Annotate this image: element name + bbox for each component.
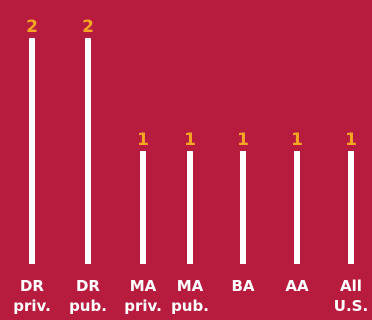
data-label-5: 1 xyxy=(291,130,303,150)
category-label-1-line-1: pub. xyxy=(69,297,107,315)
category-label-0-line-1: priv. xyxy=(13,297,51,315)
bars xyxy=(29,38,354,264)
bar-6 xyxy=(348,151,354,264)
bar-3 xyxy=(187,151,193,264)
bar-5 xyxy=(294,151,300,264)
value-labels: 2 2 1 1 1 1 1 xyxy=(26,17,357,150)
category-label-4-line-0: BA xyxy=(231,277,254,295)
category-label-6-line-0: All xyxy=(340,277,362,295)
bar-0 xyxy=(29,38,35,264)
data-label-3: 1 xyxy=(184,130,196,150)
category-labels: DR priv. DR pub. MA priv. MA pub. BA AA All U.S. xyxy=(13,277,368,315)
bar-1 xyxy=(85,38,91,264)
data-label-2: 1 xyxy=(137,130,149,150)
category-label-1-line-0: DR xyxy=(76,277,100,295)
data-label-4: 1 xyxy=(237,130,249,150)
data-label-0: 2 xyxy=(26,17,38,37)
category-label-0-line-0: DR xyxy=(20,277,44,295)
data-label-1: 2 xyxy=(82,17,94,37)
category-label-2-line-1: priv. xyxy=(124,297,162,315)
data-label-6: 1 xyxy=(345,130,357,150)
bar-4 xyxy=(240,151,246,264)
category-label-2-line-0: MA xyxy=(130,277,157,295)
category-label-3-line-1: pub. xyxy=(171,297,209,315)
bar-2 xyxy=(140,151,146,264)
category-label-6-line-1: U.S. xyxy=(334,297,368,315)
category-label-3-line-0: MA xyxy=(177,277,204,295)
category-label-5-line-0: AA xyxy=(285,277,309,295)
